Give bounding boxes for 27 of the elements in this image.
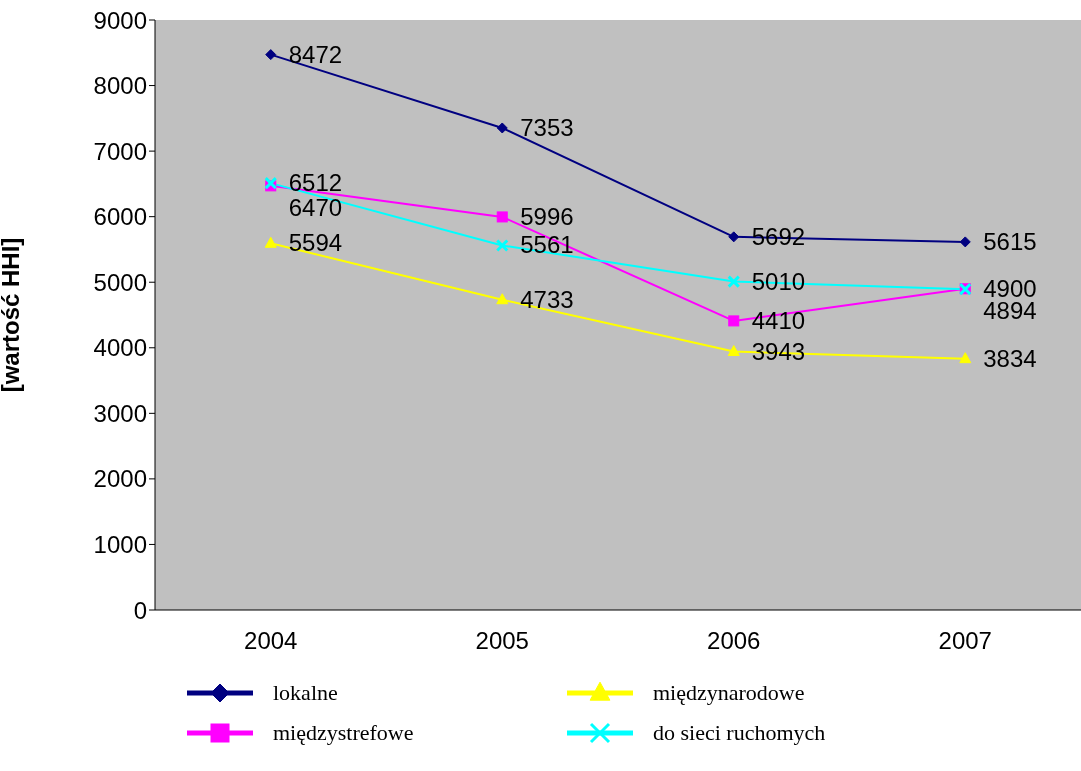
legend-label: lokalne xyxy=(273,680,338,706)
data-label: 4733 xyxy=(520,285,574,313)
data-label: 3834 xyxy=(983,344,1037,372)
x-tick-label: 2006 xyxy=(707,627,761,655)
y-tick-label: 6000 xyxy=(93,203,147,231)
y-tick-label: 0 xyxy=(133,596,147,624)
y-tick-label: 3000 xyxy=(93,399,147,427)
x-tick-label: 2007 xyxy=(938,627,992,655)
legend-label: międzystrefowe xyxy=(273,720,414,746)
legend-label: międzynarodowe xyxy=(653,680,805,706)
y-tick-label: 7000 xyxy=(93,137,147,165)
x-tick-label: 2005 xyxy=(475,627,529,655)
y-tick-label: 9000 xyxy=(93,6,147,34)
y-tick-label: 2000 xyxy=(93,465,147,493)
y-axis-title: [wartość HHI] xyxy=(0,237,24,393)
data-label: 8472 xyxy=(288,40,343,68)
data-label: 5996 xyxy=(520,202,574,230)
y-tick-label: 5000 xyxy=(93,268,147,296)
data-label: 4410 xyxy=(751,306,806,334)
data-label: 5615 xyxy=(983,227,1037,255)
legend-label: do sieci ruchomych xyxy=(653,720,826,746)
y-tick-label: 8000 xyxy=(93,72,147,100)
x-tick-label: 2004 xyxy=(244,627,298,655)
data-label: 7353 xyxy=(520,113,574,141)
y-tick-label: 1000 xyxy=(93,530,147,558)
data-label: 5594 xyxy=(288,229,343,257)
y-tick-label: 4000 xyxy=(93,334,147,362)
